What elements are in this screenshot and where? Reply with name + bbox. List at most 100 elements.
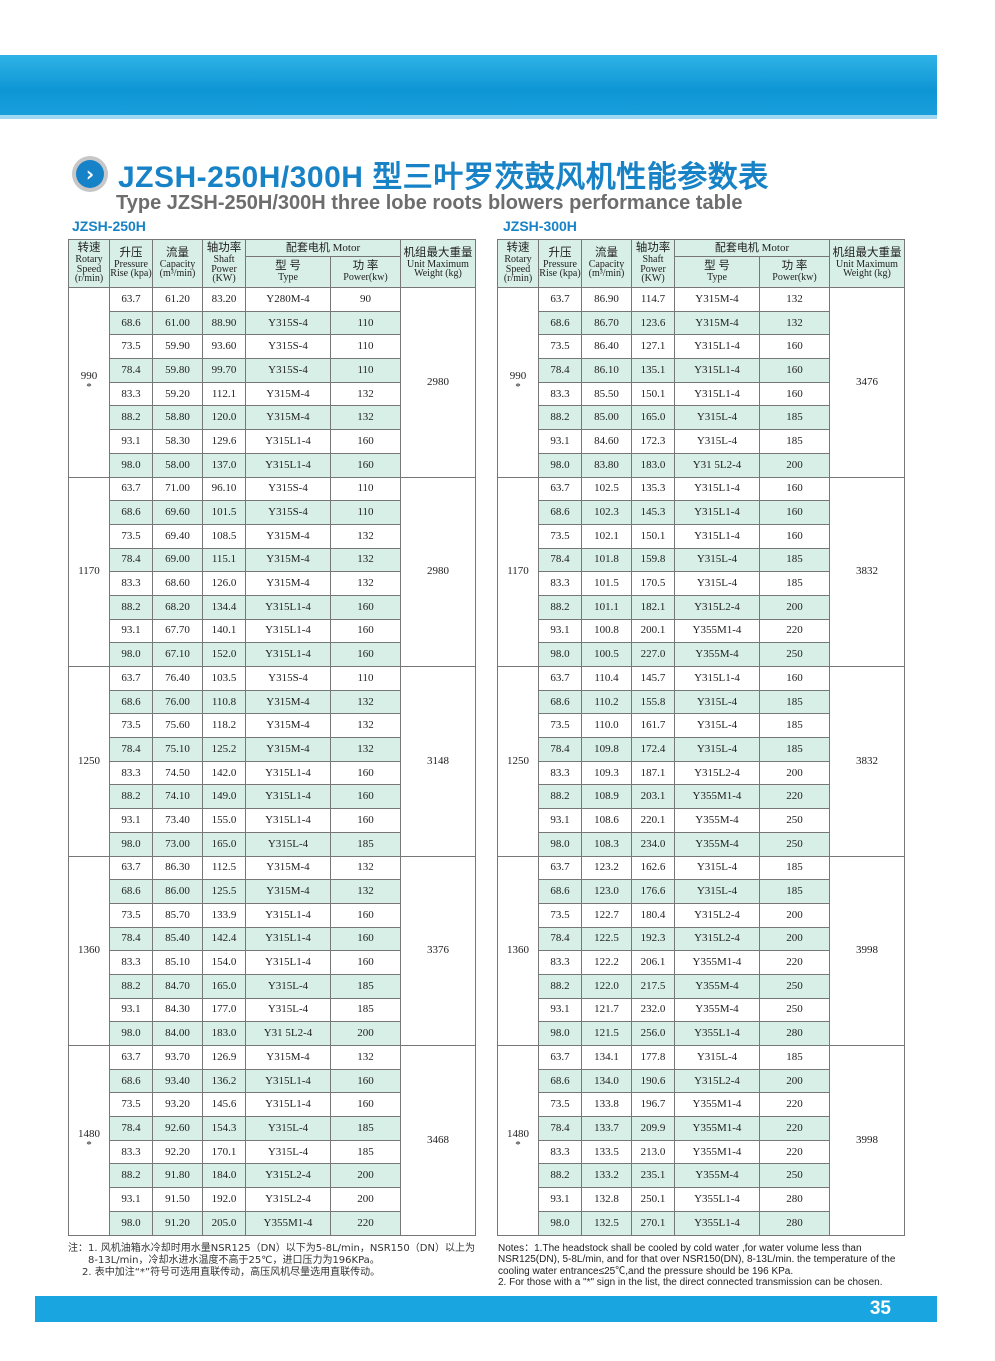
shaft-power-cell: 154.3	[202, 1116, 246, 1141]
rise-cell: 73.5	[538, 902, 582, 928]
speed-cell: 1170	[497, 476, 539, 667]
table-row: 1250 63.7 76.40 103.5 Y315S-4 110 3148	[68, 666, 476, 857]
capacity-cell: 76.00	[152, 689, 203, 715]
rise-cell: 73.5	[538, 713, 582, 739]
capacity-cell: 110.4	[581, 666, 632, 691]
table-row: 88.2 85.00 165.0 Y315L-4 185	[498, 405, 905, 431]
rise-cell: 68.6	[538, 1068, 582, 1094]
shaft-power-cell: 155.8	[631, 689, 675, 715]
motor-power-cell: 185	[330, 973, 401, 999]
rise-cell: 98.0	[538, 642, 582, 667]
motor-power-cell: 160	[759, 334, 830, 360]
capacity-cell: 122.7	[581, 902, 632, 928]
shaft-power-cell: 145.3	[631, 500, 675, 525]
motor-power-cell: 185	[759, 547, 830, 573]
table-row: 83.3 92.20 170.1 Y315L-4 185	[69, 1139, 476, 1165]
motor-power-cell: 160	[759, 476, 830, 502]
rise-cell: 93.1	[109, 997, 153, 1023]
capacity-cell: 74.50	[152, 760, 203, 786]
motor-power-cell: 200	[759, 594, 830, 620]
rise-cell: 98.0	[538, 831, 582, 857]
motor-type-cell: Y355M1-4	[674, 784, 760, 810]
star-mark: *	[86, 1139, 92, 1152]
rise-cell: 83.3	[109, 571, 153, 596]
capacity-cell: 85.00	[581, 405, 632, 431]
motor-power-cell: 185	[759, 737, 830, 762]
motor-power-cell: 185	[759, 405, 830, 431]
table-row: 73.5 133.8 196.7 Y355M1-4 220	[498, 1092, 905, 1118]
motor-power-cell: 132	[330, 405, 401, 431]
rise-cell: 93.1	[109, 808, 153, 833]
capacity-cell: 58.00	[152, 452, 203, 478]
shaft-power-cell: 155.0	[202, 808, 246, 833]
weight-cell: 3148	[400, 666, 476, 857]
motor-type-cell: Y355M1-4	[674, 950, 760, 975]
rise-cell: 68.6	[109, 689, 153, 715]
notes-english: Notes：1.The headstock shall be cooled by…	[498, 1243, 918, 1288]
weight-cell: 3468	[400, 1045, 476, 1236]
shaft-power-cell: 256.0	[631, 1021, 675, 1046]
weight-cell: 2980	[400, 476, 476, 667]
motor-power-cell: 132	[330, 689, 401, 715]
capacity-cell: 122.2	[581, 950, 632, 975]
speed-cell: 1360	[68, 855, 110, 1046]
motor-type-cell: Y315M-4	[245, 737, 331, 762]
shaft-power-cell: 115.1	[202, 547, 246, 573]
capacity-cell: 59.20	[152, 381, 203, 407]
rise-cell: 88.2	[109, 594, 153, 620]
shaft-power-cell: 177.0	[202, 997, 246, 1023]
shaft-power-cell: 217.5	[631, 973, 675, 999]
shaft-power-cell: 190.6	[631, 1068, 675, 1094]
table-row: 93.1 84.60 172.3 Y315L-4 185	[498, 429, 905, 454]
table-row: 98.0 100.5 227.0 Y355M-4 250	[498, 642, 905, 667]
motor-type-cell: Y355M-4	[674, 997, 760, 1023]
motor-type-cell: Y315M-4	[245, 571, 331, 596]
capacity-cell: 69.40	[152, 523, 203, 549]
chevron-right-icon: ›	[72, 156, 108, 192]
header-power: 功 率 Power(kw)	[330, 256, 401, 288]
capacity-cell: 86.10	[581, 358, 632, 383]
rise-cell: 78.4	[109, 358, 153, 383]
shaft-power-cell: 209.9	[631, 1116, 675, 1141]
rise-cell: 73.5	[109, 523, 153, 549]
motor-power-cell: 110	[330, 666, 401, 691]
capacity-cell: 85.70	[152, 902, 203, 928]
weight-cell: 3832	[829, 476, 905, 667]
capacity-cell: 69.00	[152, 547, 203, 573]
capacity-cell: 93.40	[152, 1068, 203, 1094]
shaft-power-cell: 127.1	[631, 334, 675, 360]
table-row: 990 * 63.7 86.90 114.7 Y315M-4 132 3476	[497, 287, 905, 478]
motor-power-cell: 185	[330, 997, 401, 1023]
table-row: 73.5 110.0 161.7 Y315L-4 185	[498, 713, 905, 739]
motor-type-cell: Y315S-4	[245, 334, 331, 360]
rise-cell: 63.7	[538, 855, 582, 881]
motor-power-cell: 132	[330, 737, 401, 762]
capacity-cell: 85.40	[152, 926, 203, 952]
header-en: Shaft Power (KW)	[640, 254, 666, 285]
shaft-power-cell: 184.0	[202, 1163, 246, 1189]
motor-power-cell: 280	[759, 1021, 830, 1046]
motor-type-cell: Y315M-4	[245, 1045, 331, 1070]
motor-power-cell: 220	[759, 1116, 830, 1141]
motor-power-cell: 160	[330, 618, 401, 644]
motor-type-cell: Y355M1-4	[674, 1092, 760, 1118]
shaft-power-cell: 165.0	[631, 405, 675, 431]
rise-cell: 68.6	[109, 500, 153, 525]
motor-power-cell: 220	[759, 950, 830, 975]
motor-type-cell: Y315L-4	[245, 973, 331, 999]
motor-type-cell: Y315L1-4	[674, 476, 760, 502]
capacity-cell: 92.60	[152, 1116, 203, 1141]
motor-power-cell: 160	[759, 666, 830, 691]
table-row: 88.2 74.10 149.0 Y315L1-4 160	[69, 784, 476, 810]
table-row: 93.1 84.30 177.0 Y315L-4 185	[69, 997, 476, 1023]
table-row: 98.0 108.3 234.0 Y355M-4 250	[498, 831, 905, 857]
table-row: 68.6 134.0 190.6 Y315L2-4 200	[498, 1068, 905, 1094]
motor-power-cell: 200	[759, 926, 830, 952]
capacity-cell: 76.40	[152, 666, 203, 691]
header-en: Rotary Speed (r/min)	[74, 254, 104, 285]
motor-power-cell: 110	[330, 476, 401, 502]
page-subtitle: Type JZSH-250H/300H three lobe roots blo…	[116, 192, 743, 214]
motor-power-cell: 250	[759, 831, 830, 857]
rise-cell: 63.7	[109, 287, 153, 312]
shaft-power-cell: 125.5	[202, 879, 246, 904]
